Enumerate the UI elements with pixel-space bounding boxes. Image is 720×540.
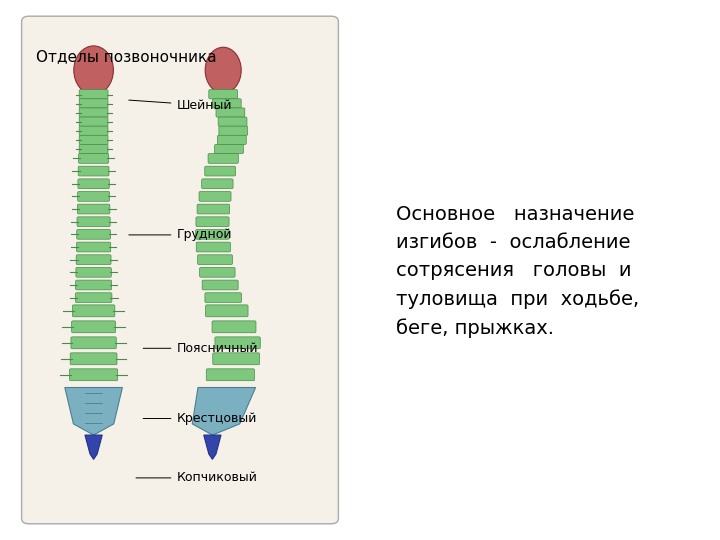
FancyBboxPatch shape — [208, 153, 238, 163]
Text: Копчиковый: Копчиковый — [136, 471, 257, 484]
FancyBboxPatch shape — [72, 321, 115, 333]
FancyBboxPatch shape — [209, 90, 238, 99]
FancyBboxPatch shape — [22, 16, 338, 524]
FancyBboxPatch shape — [212, 321, 256, 333]
Ellipse shape — [205, 47, 241, 93]
FancyBboxPatch shape — [78, 179, 109, 188]
Text: Отделы позвоночника: Отделы позвоночника — [36, 49, 216, 64]
FancyBboxPatch shape — [206, 369, 255, 381]
Polygon shape — [85, 435, 102, 460]
FancyBboxPatch shape — [71, 353, 117, 364]
Ellipse shape — [74, 46, 114, 94]
Text: Основное   назначение
изгибов  -  ослабление
сотрясения   головы  и
туловища  пр: Основное назначение изгибов - ослабление… — [396, 205, 639, 339]
FancyBboxPatch shape — [79, 144, 108, 153]
Text: Крестцовый: Крестцовый — [143, 412, 257, 425]
FancyBboxPatch shape — [197, 242, 230, 252]
FancyBboxPatch shape — [215, 337, 261, 349]
Polygon shape — [204, 435, 221, 460]
FancyBboxPatch shape — [202, 280, 238, 290]
FancyBboxPatch shape — [215, 144, 243, 153]
FancyBboxPatch shape — [76, 255, 111, 265]
FancyBboxPatch shape — [79, 126, 108, 136]
FancyBboxPatch shape — [76, 267, 112, 277]
Text: Грудной: Грудной — [129, 228, 232, 241]
FancyBboxPatch shape — [76, 293, 112, 302]
FancyBboxPatch shape — [212, 99, 241, 108]
FancyBboxPatch shape — [219, 126, 248, 136]
FancyBboxPatch shape — [79, 99, 108, 108]
FancyBboxPatch shape — [205, 293, 241, 302]
Text: Шейный: Шейный — [129, 99, 232, 112]
FancyBboxPatch shape — [79, 136, 108, 145]
FancyBboxPatch shape — [217, 136, 246, 145]
FancyBboxPatch shape — [72, 305, 115, 317]
FancyBboxPatch shape — [76, 242, 111, 252]
FancyBboxPatch shape — [79, 108, 108, 117]
FancyBboxPatch shape — [78, 166, 109, 176]
Polygon shape — [192, 388, 256, 435]
FancyBboxPatch shape — [77, 204, 110, 214]
FancyBboxPatch shape — [79, 117, 108, 126]
FancyBboxPatch shape — [199, 192, 231, 201]
FancyBboxPatch shape — [197, 204, 230, 214]
FancyBboxPatch shape — [79, 90, 108, 99]
FancyBboxPatch shape — [77, 217, 110, 227]
FancyBboxPatch shape — [204, 166, 235, 176]
FancyBboxPatch shape — [196, 217, 229, 227]
FancyBboxPatch shape — [216, 108, 245, 117]
FancyBboxPatch shape — [69, 369, 118, 381]
FancyBboxPatch shape — [77, 230, 110, 239]
FancyBboxPatch shape — [71, 337, 117, 349]
FancyBboxPatch shape — [78, 192, 109, 201]
FancyBboxPatch shape — [197, 255, 233, 265]
FancyBboxPatch shape — [202, 179, 233, 188]
FancyBboxPatch shape — [213, 353, 260, 364]
Text: Поясничный: Поясничный — [143, 342, 258, 355]
FancyBboxPatch shape — [78, 153, 109, 163]
FancyBboxPatch shape — [218, 117, 247, 126]
Polygon shape — [65, 388, 122, 435]
FancyBboxPatch shape — [199, 267, 235, 277]
FancyBboxPatch shape — [76, 280, 112, 290]
FancyBboxPatch shape — [206, 305, 248, 317]
FancyBboxPatch shape — [196, 230, 230, 239]
